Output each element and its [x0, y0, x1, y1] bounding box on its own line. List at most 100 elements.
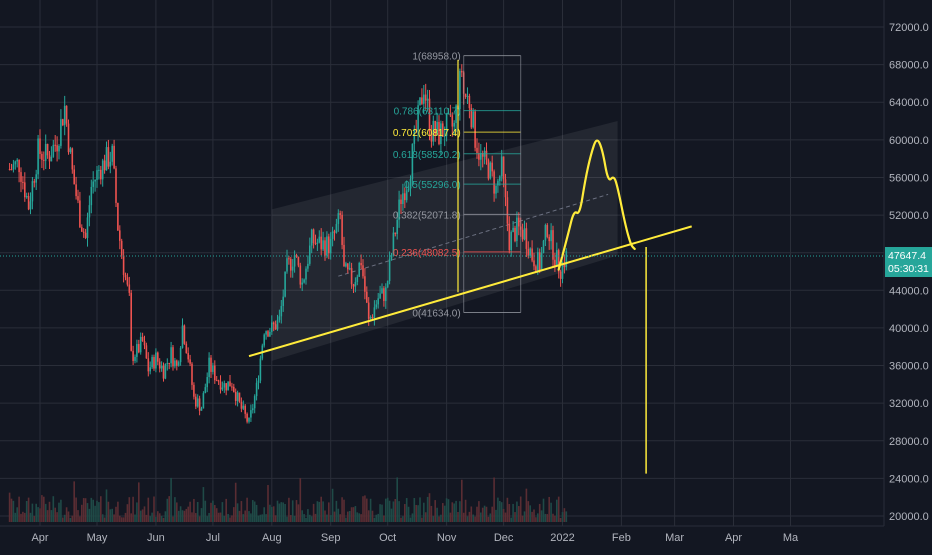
volume-bar [62, 517, 64, 522]
volume-bar [128, 497, 131, 522]
candle-body [390, 255, 393, 259]
volume-bar [303, 514, 305, 522]
volume-bar [331, 488, 334, 522]
candle-body [451, 115, 454, 127]
candle-body [428, 98, 431, 132]
candle-body [157, 352, 159, 362]
volume-bar [177, 510, 180, 522]
volume-bar [559, 517, 562, 522]
time-tick-label: Aug [262, 532, 282, 544]
volume-bar [362, 496, 364, 522]
volume-bar [107, 501, 110, 522]
candle-body [436, 121, 438, 136]
volume-bar [316, 501, 319, 522]
volume-bar [442, 503, 444, 522]
candle-body [29, 201, 32, 210]
volume-bar [12, 500, 15, 522]
volume-bar [92, 499, 94, 522]
price-tick-label: 40000.0 [889, 323, 929, 335]
volume-bar [225, 498, 227, 522]
support-trendline[interactable] [248, 225, 692, 358]
volume-bar [345, 517, 347, 522]
volume-bar [227, 513, 229, 522]
candle-body [423, 94, 425, 104]
candle-body [554, 259, 556, 266]
candle-body [329, 238, 332, 254]
candle-body [480, 153, 482, 160]
volume-bar [278, 503, 281, 522]
candle-body [290, 258, 292, 271]
volume-bar [385, 498, 387, 522]
volume-bar [43, 496, 45, 522]
volume-bar [381, 504, 383, 522]
volume-bar [58, 502, 60, 522]
volume-bar [103, 517, 106, 522]
candle-body [174, 360, 176, 367]
volume-bar [360, 514, 362, 522]
volume-bar [208, 512, 210, 522]
fib-retracement[interactable]: 1(68958.0) 0.786(63110.7) 0.702(60817.4) 0.… [393, 52, 522, 320]
volume-bar [54, 507, 56, 522]
volume-bar [462, 512, 465, 522]
volume-bar [267, 485, 269, 522]
candle-body [542, 240, 545, 253]
volume-bar [335, 500, 338, 522]
volume-bar [440, 514, 442, 522]
time-tick-label: Mar [665, 532, 684, 544]
volume-bar [219, 512, 222, 522]
forecast-path[interactable] [557, 139, 636, 271]
candles [8, 64, 568, 424]
volume-bar [109, 509, 112, 522]
candle-body [253, 396, 256, 409]
volume-bar [314, 513, 317, 522]
candle-body [274, 324, 277, 330]
volume-bar [280, 502, 283, 522]
volume-bar [339, 514, 341, 522]
candle-body [284, 271, 286, 297]
time-axis[interactable]: Apr May Jun Jul Aug Sep Oct Nov Dec 2022 Feb Mar Apr… [31, 532, 799, 544]
volume-bar [141, 509, 144, 522]
candle-body [430, 131, 433, 142]
volume-bar [229, 517, 231, 522]
volume-bar [39, 508, 41, 522]
volume-bar [326, 514, 328, 522]
candle-body [54, 144, 56, 146]
volume-bar [565, 511, 568, 522]
volume-bar [221, 502, 224, 522]
candle-body [41, 153, 43, 160]
candle-body [485, 150, 488, 160]
candle-body [447, 113, 450, 115]
volume-bar [132, 496, 134, 522]
candle-body [478, 153, 480, 160]
volume-bar [164, 511, 167, 522]
candle-body [50, 156, 53, 162]
volume-bar [457, 512, 459, 522]
candle-body [227, 381, 229, 391]
volume-bar [81, 504, 83, 522]
candle-body [217, 380, 220, 382]
volume-bar [170, 477, 172, 522]
candle-body [119, 230, 121, 241]
volume-bar [474, 516, 476, 522]
volume-bar [343, 499, 345, 522]
candle-body [531, 248, 533, 261]
volume-bar [288, 497, 290, 522]
volume-bar [512, 503, 514, 522]
volume-bar [41, 495, 43, 522]
volume-bar [383, 515, 385, 522]
drawings[interactable] [248, 139, 692, 474]
volume-bar [310, 516, 313, 522]
volume-bar [259, 514, 262, 522]
volume-bar [44, 503, 47, 522]
volume-bar [537, 513, 539, 522]
candle-body [10, 169, 13, 171]
volume-bar [84, 498, 87, 522]
volume-bar [375, 514, 378, 522]
candle-body [187, 353, 189, 360]
candle-body [497, 180, 499, 186]
candle-body [122, 255, 125, 275]
volume-bar [400, 517, 402, 522]
volume-bar [432, 516, 435, 522]
